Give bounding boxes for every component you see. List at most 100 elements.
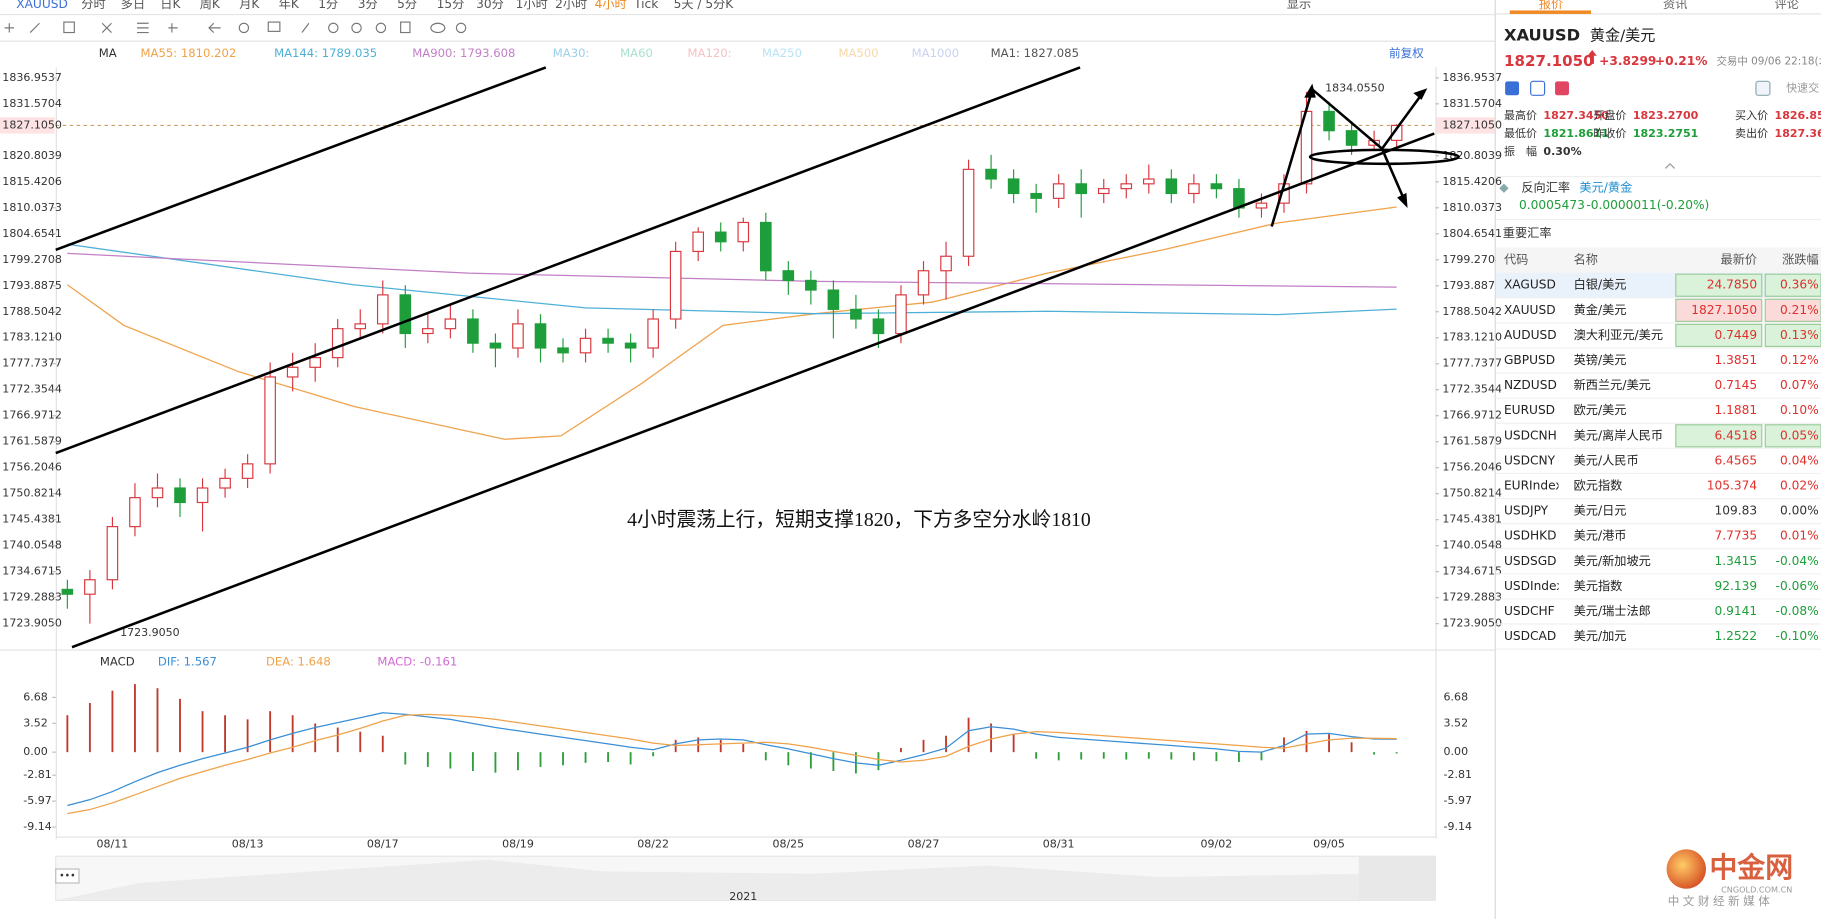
row-name[interactable]: 欧元指数 <box>1574 477 1623 492</box>
legend-item[interactable]: MA1: 1827.085 <box>991 46 1079 60</box>
legend-item[interactable]: MA55: 1810.202 <box>141 46 237 60</box>
candle-body <box>1165 178 1178 195</box>
panel-tab[interactable]: 资讯 <box>1663 0 1687 11</box>
period-tab[interactable]: 30分 <box>476 0 504 11</box>
period-tab[interactable]: 4小时 <box>595 0 627 11</box>
tool-fib[interactable] <box>101 22 112 33</box>
row-code[interactable]: XAGUSD <box>1504 278 1556 292</box>
display-menu[interactable]: 显示 <box>1287 0 1311 11</box>
row-name[interactable]: 黄金/美元 <box>1574 302 1627 317</box>
tool-rect[interactable] <box>63 21 75 34</box>
row-code[interactable]: EURUSD <box>1504 403 1555 417</box>
legend-title[interactable]: MA <box>99 46 117 60</box>
icon-news[interactable] <box>1530 80 1546 96</box>
period-tab[interactable]: 1小时 <box>516 0 548 11</box>
tool-magnet[interactable] <box>328 22 339 34</box>
period-tab[interactable]: 5分 <box>397 0 417 11</box>
tool-lock[interactable] <box>351 22 362 34</box>
tool-view[interactable] <box>430 22 446 34</box>
row-name[interactable]: 白银/美元 <box>1574 277 1627 292</box>
period-tab[interactable]: 1分 <box>318 0 338 11</box>
row-name[interactable]: 新西兰元/美元 <box>1574 377 1651 392</box>
row-code[interactable]: NZDUSD <box>1504 378 1557 392</box>
row-name[interactable]: 英镑/美元 <box>1574 352 1627 367</box>
period-tab[interactable]: 15分 <box>437 0 465 11</box>
period-tab[interactable]: Tick <box>633 0 659 11</box>
adjust-mode[interactable]: 前复权 <box>1389 46 1424 60</box>
row-code[interactable]: USDSGD <box>1504 554 1557 568</box>
candle-body <box>309 357 321 368</box>
row-code[interactable]: USDHKD <box>1504 529 1557 543</box>
collapse-icon[interactable] <box>1664 162 1676 169</box>
legend-item-inactive[interactable]: MA1000 <box>912 46 960 60</box>
legend-item-inactive[interactable]: MA30: <box>553 46 590 60</box>
row-code[interactable]: USDCHF <box>1504 604 1555 618</box>
tool-pen[interactable] <box>301 22 310 33</box>
row-name[interactable]: 澳大利亚元/美元 <box>1574 328 1663 342</box>
legend-item[interactable]: MA144: 1789.035 <box>274 46 377 60</box>
icon-alert[interactable] <box>1755 80 1771 96</box>
legend-item-inactive[interactable]: MA120: <box>688 46 732 60</box>
row-name[interactable]: 美元/日元 <box>1574 504 1627 518</box>
row-name[interactable]: 欧元/美元 <box>1574 403 1627 417</box>
period-tab[interactable]: 3分 <box>358 0 378 11</box>
row-code[interactable]: USDCNH <box>1504 428 1557 442</box>
legend-item-inactive[interactable]: MA60 <box>620 46 653 60</box>
reverse-pair[interactable]: 美元/黄金 <box>1579 180 1632 195</box>
row-name[interactable]: 美元/港币 <box>1574 529 1627 543</box>
symbol-tab[interactable]: XAUUSD <box>16 0 68 11</box>
row-code[interactable]: USDCNY <box>1504 453 1556 467</box>
period-tab[interactable]: 多日 <box>121 0 145 11</box>
navigator-button[interactable] <box>55 868 80 884</box>
row-name[interactable]: 美元/瑞士法郎 <box>1574 604 1651 618</box>
row-code[interactable]: AUDUSD <box>1504 328 1557 342</box>
tool-cross[interactable] <box>4 23 14 33</box>
tool-pitch[interactable] <box>168 23 178 33</box>
tool-settings[interactable] <box>455 22 467 34</box>
period-tab[interactable]: 分时 <box>81 0 105 11</box>
legend-item[interactable]: DEA: 1.648 <box>266 655 331 669</box>
row-code[interactable]: USDIndex <box>1504 579 1564 593</box>
navigator-button-label[interactable]: ••• <box>59 871 75 882</box>
period-tab[interactable]: 5天 / 5分K <box>674 0 735 11</box>
row-code[interactable]: USDCAD <box>1504 629 1556 643</box>
tool-delete[interactable] <box>400 21 411 34</box>
panel-tab[interactable]: 报价 <box>1539 0 1563 11</box>
row-name[interactable]: 美元/加元 <box>1574 629 1627 643</box>
tool-note[interactable] <box>267 21 281 32</box>
legend-item[interactable]: MACD: -0.161 <box>377 655 457 669</box>
candle-body <box>534 323 547 349</box>
panel-tab[interactable]: 评论 <box>1775 0 1799 11</box>
icon-fav[interactable] <box>1555 81 1569 96</box>
row-code[interactable]: USDJPY <box>1504 504 1549 518</box>
quick-trade[interactable]: 快速交 <box>1786 80 1819 94</box>
tool-measure[interactable] <box>238 22 250 34</box>
row-code[interactable]: XAUUSD <box>1504 303 1556 317</box>
legend-item[interactable]: MA900: 1793.608 <box>412 46 515 60</box>
row-name[interactable]: 美元/新加坡元 <box>1574 553 1651 568</box>
row-name[interactable]: 美元指数 <box>1574 578 1623 593</box>
legend-item-inactive[interactable]: MA500 <box>838 46 878 60</box>
icon-web[interactable] <box>1505 81 1520 96</box>
row-change: 0.02% <box>1780 478 1819 492</box>
navigator-window[interactable] <box>1358 856 1436 901</box>
row-name[interactable]: 美元/离岸人民币 <box>1574 427 1663 442</box>
tool-hide[interactable] <box>375 22 387 34</box>
row-code[interactable]: GBPUSD <box>1504 353 1555 367</box>
tool-arrow[interactable] <box>208 22 221 33</box>
tool-channel[interactable] <box>137 22 149 34</box>
period-tab[interactable]: 周K <box>200 0 221 11</box>
active-tab-bar <box>1509 10 1592 14</box>
row-name[interactable]: 美元/人民币 <box>1574 453 1639 467</box>
y-tick-label: 1810.0373 <box>2 201 62 214</box>
legend-item-inactive[interactable]: MA250 <box>762 46 802 60</box>
legend-item[interactable]: DIF: 1.567 <box>158 655 217 669</box>
period-tab[interactable]: 日K <box>160 0 181 11</box>
period-tab[interactable]: 年K <box>279 0 300 11</box>
tool-line[interactable] <box>29 22 40 33</box>
drawing-tools[interactable] <box>4 21 467 34</box>
period-tab[interactable]: 2小时 <box>555 0 587 11</box>
row-code[interactable]: EURIndex <box>1504 478 1563 492</box>
legend-title[interactable]: MACD <box>100 655 135 669</box>
period-tab[interactable]: 月K <box>239 0 260 11</box>
